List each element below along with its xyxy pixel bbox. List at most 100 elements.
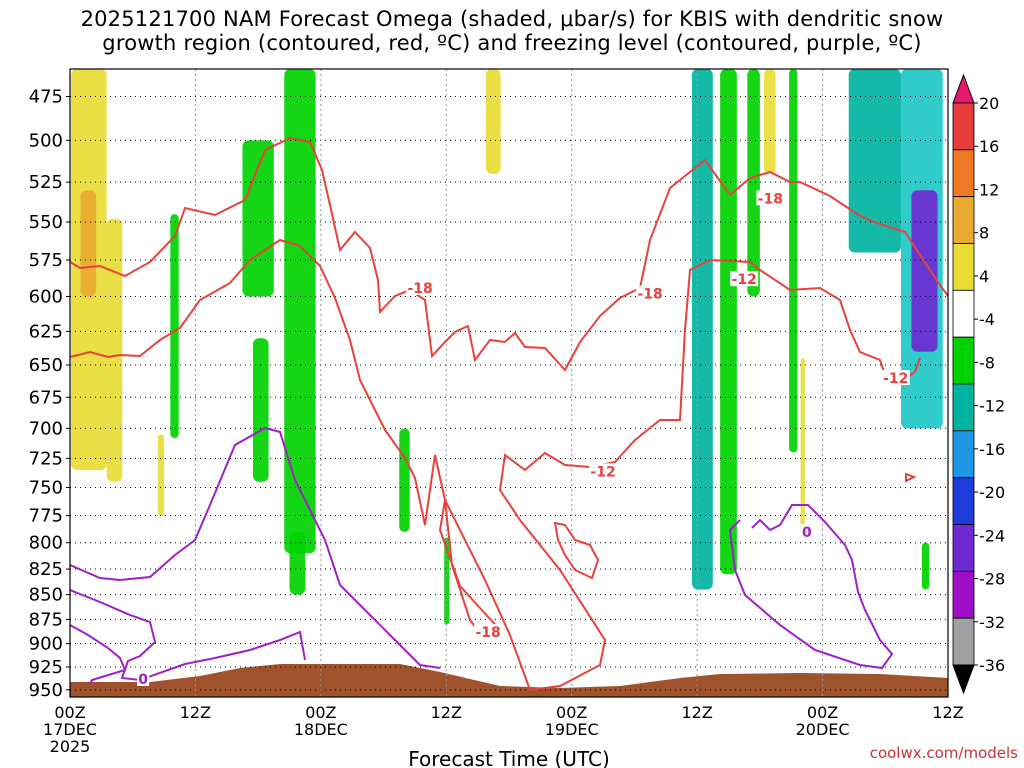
contour-label-3: -12	[732, 272, 757, 288]
chart-title-line-2: growth region (contoured, red, ºC) and f…	[102, 31, 922, 55]
omega-region-18	[848, 69, 901, 253]
colorbar-label-7: -12	[979, 397, 1005, 416]
contour-label-2: -18	[758, 191, 783, 207]
colorbar-label-1: 16	[979, 137, 999, 156]
omega-region-10	[444, 537, 450, 625]
purple-contour-right	[728, 504, 894, 670]
y-tick-label-550: 550	[29, 212, 63, 233]
y-tick-label-675: 675	[29, 387, 63, 408]
purple-contour-left-1	[70, 426, 441, 669]
x-tick-label-12-0: 12Z	[180, 703, 211, 722]
colorbar-swatch-4	[952, 243, 975, 291]
omega-region-13	[720, 69, 737, 575]
contour-label-1: -18	[637, 287, 662, 303]
colorbar-swatch-2	[952, 149, 975, 198]
omega-region-8	[289, 531, 306, 595]
x-tick-label-24-1: 18DEC	[294, 720, 348, 739]
contour-label-bg-3	[730, 271, 759, 287]
x-tick-label-72-0: 00Z	[807, 703, 838, 722]
omega-region-4	[170, 214, 179, 439]
omega-region-3	[157, 434, 165, 516]
red-contour-upper	[70, 136, 948, 372]
colorbar-label-5: -4	[979, 310, 995, 329]
contour-label-bg-7	[800, 523, 813, 539]
colorbar-label-2: 12	[979, 180, 999, 199]
contour-label-0: -18	[408, 281, 433, 297]
omega-region-15	[764, 69, 776, 174]
y-tick-label-575: 575	[29, 250, 63, 271]
contour-label-bg-8	[137, 670, 150, 686]
x-tick-label-36-0: 12Z	[431, 703, 462, 722]
y-tick-label-875: 875	[29, 609, 63, 630]
y-tick-label-850: 850	[29, 585, 63, 606]
x-tick-label-0-0: 00Z	[54, 703, 85, 722]
colorbar-swatch-7	[952, 383, 975, 432]
y-tick-label-500: 500	[29, 130, 63, 151]
colorbar-label-6: -8	[979, 353, 995, 372]
purple-contour-left-2	[70, 589, 306, 682]
y-tick-label-700: 700	[29, 418, 63, 439]
x-tick-label-60-0: 12Z	[681, 703, 712, 722]
y-tick-label-525: 525	[29, 172, 63, 193]
terrain-fill	[70, 664, 948, 697]
red-contour-middle	[70, 238, 921, 692]
x-tick-label-0-1: 17DEC	[43, 720, 97, 739]
colorbar-label-13: -36	[979, 656, 1005, 675]
y-tick-label-800: 800	[29, 533, 63, 554]
colorbar-label-4: 4	[979, 267, 989, 286]
x-tick-label-0-2: 2025	[50, 737, 91, 756]
omega-region-12	[691, 69, 713, 590]
x-tick-label-72-1: 20DEC	[796, 720, 850, 739]
x-tick-label-84-0: 12Z	[932, 703, 963, 722]
y-tick-label-925: 925	[29, 657, 63, 678]
colorbar-label-3: 8	[979, 224, 989, 243]
omega-region-7	[284, 69, 316, 554]
contour-label-5: -18	[475, 625, 500, 641]
colorbar-swatch-6	[952, 336, 975, 385]
contour-label-bg-2	[756, 190, 785, 206]
chart-title-line-1: 2025121700 NAM Forecast Omega (shaded, μ…	[80, 7, 944, 31]
contour-label-bg-5	[474, 624, 503, 640]
contour-label-4: -12	[590, 464, 615, 480]
colorbar-label-11: -28	[979, 570, 1005, 589]
colorbar-label-8: -16	[979, 440, 1005, 459]
colorbar-label-0: 20	[979, 94, 999, 113]
omega-region-20	[911, 190, 938, 352]
y-tick-label-725: 725	[29, 448, 63, 469]
contour-label-7: 0	[802, 525, 812, 541]
omega-region-2	[106, 218, 123, 482]
y-tick-label-750: 750	[29, 477, 63, 498]
colorbar-top-arrow	[952, 73, 975, 104]
colorbar-label-9: -20	[979, 483, 1005, 502]
colorbar-label-12: -32	[979, 613, 1005, 632]
omega-region-21	[921, 542, 930, 590]
omega-region-16	[789, 69, 798, 453]
x-axis-title: Forecast Time (UTC)	[408, 747, 610, 768]
colorbar-swatch-3	[952, 196, 975, 244]
x-tick-label-24-0: 00Z	[305, 703, 336, 722]
omega-region-1	[80, 190, 97, 297]
omega-region-11	[486, 69, 501, 174]
plot-frame	[69, 68, 949, 698]
colorbar-bottom-arrow	[952, 664, 975, 695]
colorbar-swatch-9	[952, 477, 975, 525]
contour-label-8: 0	[138, 672, 148, 688]
colorbar-swatch-12	[952, 617, 975, 666]
colorbar-label-10: -24	[979, 526, 1005, 545]
y-tick-label-600: 600	[29, 286, 63, 307]
omega-region-14	[747, 69, 760, 297]
red-contour-closed-2	[905, 472, 917, 483]
y-tick-label-775: 775	[29, 506, 63, 527]
source-credit: coolwx.com/models	[869, 744, 1018, 762]
purple-contour-left-3	[70, 624, 127, 685]
contour-label-bg-4	[589, 463, 618, 479]
contour-label-6: -12	[883, 371, 908, 387]
colorbar-swatch-10	[952, 524, 975, 572]
omega-region-17	[800, 358, 805, 532]
colorbar-swatch-8	[952, 430, 975, 479]
omega-region-5	[242, 140, 274, 297]
contour-label-bg-1	[636, 285, 665, 301]
y-tick-label-900: 900	[29, 634, 63, 655]
y-tick-label-625: 625	[29, 321, 63, 342]
